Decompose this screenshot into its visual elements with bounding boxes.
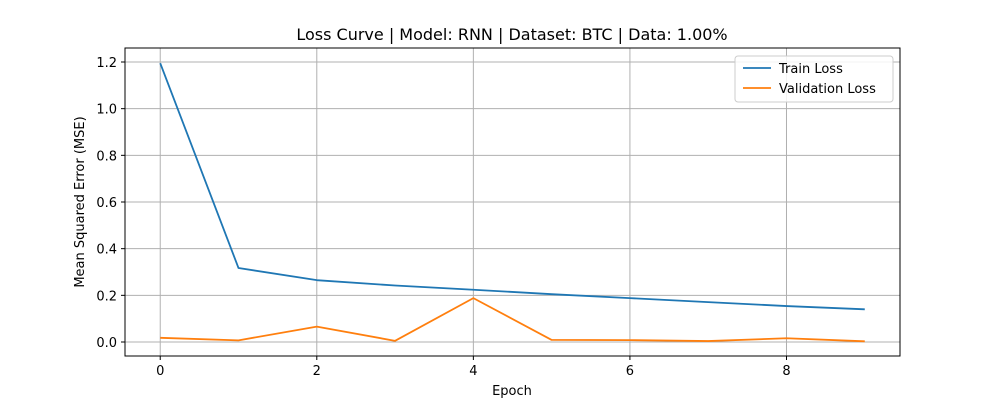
series-line-train-loss <box>159 62 865 311</box>
axis-ticks: 0 2 4 6 8 0.0 0.2 0.4 0.6 0.8 1.0 1.2 <box>96 56 790 379</box>
y-tick-label: 0.8 <box>96 149 117 164</box>
x-tick-label: 0 <box>156 364 164 379</box>
y-axis-label: Mean Squared Error (MSE) <box>73 116 88 287</box>
legend-box <box>734 55 894 103</box>
legend-label: Train Loss <box>778 62 843 77</box>
x-tick-label: 2 <box>313 364 321 379</box>
legend-label: Validation Loss <box>779 82 876 97</box>
y-tick-label: 0.2 <box>96 289 117 304</box>
x-tick-label: 8 <box>782 364 790 379</box>
y-tick-label: 0.4 <box>96 243 117 258</box>
x-tick-label: 4 <box>469 364 477 379</box>
y-tick-label: 1.2 <box>96 56 117 71</box>
x-tick-label: 6 <box>626 364 634 379</box>
y-tick-label: 1.0 <box>96 103 117 118</box>
y-tick-label: 0.6 <box>96 196 117 211</box>
legend: Train Loss Validation Loss <box>734 55 894 103</box>
grid-lines <box>125 48 900 356</box>
x-axis-label: Epoch <box>492 384 532 399</box>
y-tick-label: 0.0 <box>96 336 117 351</box>
series-line-validation-loss <box>160 297 865 343</box>
series-lines <box>159 62 865 343</box>
chart-title: Loss Curve | Model: RNN | Dataset: BTC |… <box>296 25 727 44</box>
